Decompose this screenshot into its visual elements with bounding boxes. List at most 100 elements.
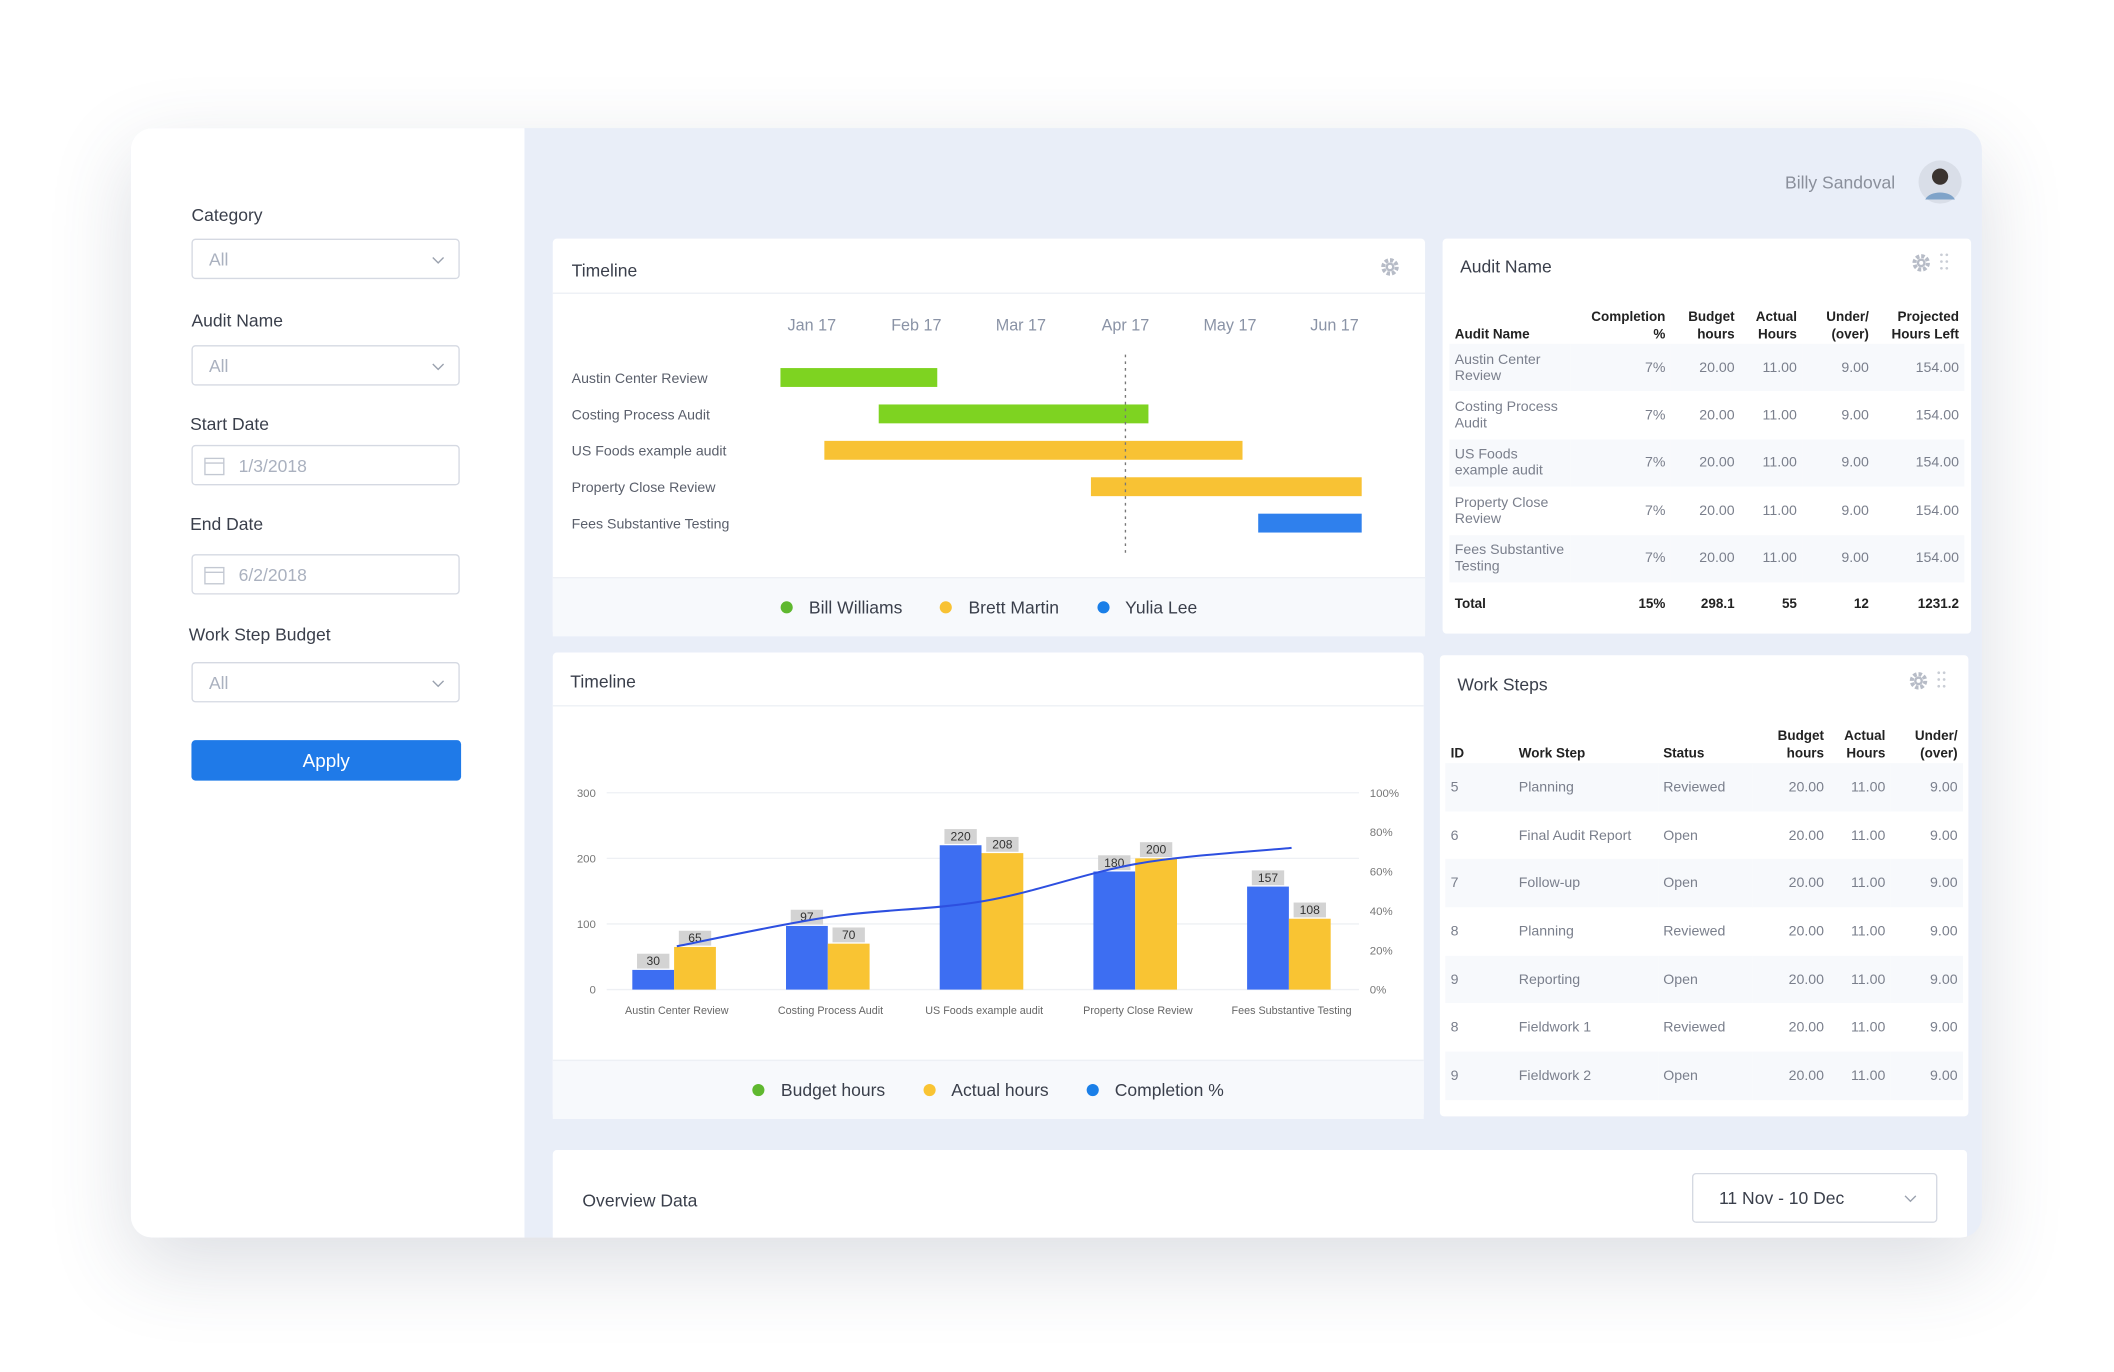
- table-cell: 6: [1450, 827, 1459, 844]
- legend-label: Actual hours: [951, 1079, 1049, 1101]
- work-steps-table: ID Work Step Status Budget hours Actual Hour…: [1445, 715, 1963, 1100]
- legend-swatch: [940, 601, 953, 614]
- column-header: Completion %: [1591, 310, 1666, 343]
- table-cell: 9.00: [1841, 550, 1869, 567]
- table-row: Fees Substantive Testing 7% 20.00 11.00 9.00…: [1449, 534, 1965, 583]
- legend-item: Bill Williams: [780, 597, 903, 618]
- filter-label: End Date: [190, 513, 264, 534]
- table-cell: US Foods example audit: [1454, 446, 1543, 480]
- dropdown[interactable]: All: [191, 661, 460, 703]
- table-cell: 154.00: [1915, 407, 1959, 424]
- table-cell: 7%: [1644, 407, 1666, 424]
- table-cell: Fees Substantive Testing: [1454, 542, 1565, 575]
- table-cell: 11.00: [1762, 550, 1797, 567]
- calendar-icon: [204, 566, 225, 585]
- legend-item: Budget hours: [752, 1079, 886, 1101]
- total-cell: 1231.2: [1917, 597, 1959, 613]
- table-cell: 9.00: [1930, 1067, 1958, 1084]
- legend-item: Brett Martin: [940, 597, 1059, 617]
- table-row: 9 Fieldwork 2 Open 20.00 11.00 9.00: [1445, 1051, 1963, 1100]
- column-header: Under/ (over): [1826, 310, 1869, 343]
- table-cell: 20.00: [1699, 407, 1735, 424]
- panel-title: Timeline: [570, 671, 636, 692]
- table-cell: 11.00: [1850, 779, 1886, 796]
- legend-swatch: [1086, 1083, 1099, 1097]
- table-cell: 9.00: [1930, 875, 1958, 892]
- column-header: Projected Hours Left: [1891, 310, 1959, 343]
- table-cell: Open: [1663, 1067, 1698, 1084]
- dropdown[interactable]: All: [191, 238, 460, 280]
- table-row: 9 Reporting Open 20.00 11.00 9.00: [1445, 955, 1963, 1004]
- legend-swatch: [780, 601, 793, 614]
- table-cell: 11.00: [1850, 1067, 1886, 1084]
- audit-panel: Audit Name Audit Name Completion % Budget …: [1442, 238, 1972, 634]
- table-cell: 9.00: [1930, 779, 1958, 796]
- table-cell: 9.00: [1930, 827, 1958, 844]
- legend-label: Completion %: [1114, 1079, 1224, 1101]
- table-row: US Foods example audit 7% 20.00 11.00 9.00 15…: [1449, 439, 1965, 487]
- table-cell: 154.00: [1915, 550, 1959, 567]
- legend: Budget hours Actual hours Completion %: [552, 1059, 1424, 1120]
- legend-item: Yulia Lee: [1096, 597, 1197, 617]
- gantt-panel: Timeline Bill Williams Brett Martin Yulia …: [552, 238, 1426, 637]
- table-cell: Final Audit Report: [1518, 827, 1632, 844]
- table-cell: 20.00: [1788, 875, 1825, 892]
- legend-swatch: [1096, 601, 1109, 614]
- column-header: Budget hours: [1777, 729, 1825, 762]
- table-cell: 20.00: [1788, 827, 1825, 844]
- table-cell: 20.00: [1699, 502, 1735, 519]
- date-value: 1/3/2018: [238, 455, 307, 476]
- table-row: Costing Process Audit 7% 20.00 11.00 9.00 154…: [1449, 391, 1965, 440]
- column-header: Budget hours: [1688, 310, 1735, 343]
- date-input[interactable]: 1/3/2018: [191, 444, 460, 486]
- table-cell: 7%: [1644, 502, 1666, 519]
- table-cell: 9.00: [1841, 359, 1869, 376]
- table-cell: 7%: [1644, 550, 1666, 567]
- panel-title: Overview Data: [582, 1190, 698, 1211]
- date-range-dropdown[interactable]: 11 Nov - 10 Dec: [1692, 1172, 1938, 1223]
- table-cell: 11.00: [1850, 827, 1886, 844]
- table-cell: Reviewed: [1663, 1019, 1726, 1036]
- filter-label: Audit Name: [191, 310, 284, 331]
- table-cell: Open: [1663, 875, 1698, 892]
- sidebar: Category All Audit Name All Start Date 1…: [130, 128, 525, 1238]
- table-cell: Open: [1663, 971, 1698, 988]
- table-cell: 11.00: [1850, 875, 1886, 892]
- calendar-icon: [204, 457, 225, 476]
- dropdown-value: All: [208, 355, 229, 376]
- legend-label: Bill Williams: [808, 597, 903, 618]
- table-cell: Fieldwork 1: [1518, 1019, 1592, 1036]
- table-row: Property Close Review 7% 20.00 11.00 9.00 154…: [1449, 486, 1965, 535]
- settings-icon[interactable]: [1379, 256, 1401, 278]
- table-cell: Costing Process Audit: [1454, 399, 1558, 432]
- table-cell: 20.00: [1788, 779, 1825, 796]
- table-cell: 8: [1450, 1019, 1459, 1036]
- dropdown[interactable]: All: [191, 345, 460, 386]
- filter-label: Work Step Budget: [188, 624, 331, 645]
- combo-panel: Timeline Budget hours Actual hours Complet…: [552, 652, 1424, 1120]
- panel-tools[interactable]: [1909, 251, 1958, 275]
- date-input[interactable]: 6/2/2018: [191, 554, 460, 595]
- column-header: Status: [1663, 746, 1705, 762]
- panel-tools[interactable]: [1906, 669, 1955, 693]
- apply-button[interactable]: Apply: [191, 740, 462, 781]
- legend-swatch: [922, 1083, 936, 1097]
- legend-item: Completion %: [1086, 1079, 1224, 1101]
- table-cell: 20.00: [1788, 1067, 1825, 1084]
- table-cell: 20.00: [1788, 1019, 1825, 1036]
- header-row: Audit Name Completion % Budget hours Actual…: [1449, 298, 1964, 344]
- header-row: ID Work Step Status Budget hours Actual Hour…: [1445, 715, 1963, 764]
- avatar[interactable]: [1917, 159, 1963, 205]
- table-cell: Fieldwork 2: [1518, 1067, 1592, 1084]
- table-cell: 9.00: [1930, 923, 1958, 940]
- panel-title: Work Steps: [1457, 674, 1548, 695]
- table-cell: 5: [1450, 779, 1459, 796]
- table-cell: 154.00: [1915, 502, 1959, 519]
- total-cell: Total: [1454, 597, 1486, 613]
- table-cell: Open: [1663, 827, 1698, 844]
- legend-label: Budget hours: [780, 1079, 886, 1101]
- table-cell: Reviewed: [1663, 779, 1726, 796]
- table-cell: Reporting: [1518, 971, 1581, 988]
- table-row: 7 Follow-up Open 20.00 11.00 9.00: [1445, 859, 1963, 908]
